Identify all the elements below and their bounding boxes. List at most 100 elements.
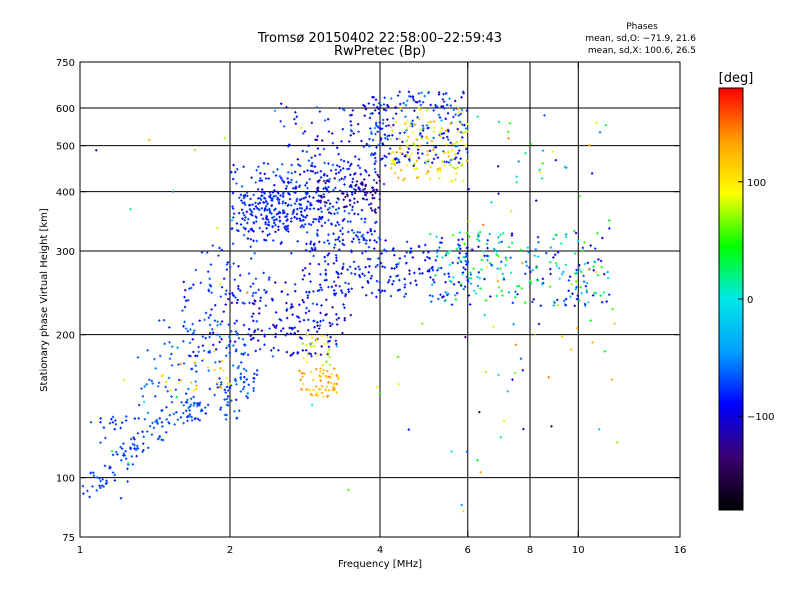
data-point [349, 128, 353, 132]
data-point [340, 192, 344, 195]
data-point [222, 310, 225, 313]
data-point [347, 288, 350, 291]
data-point [210, 291, 213, 294]
data-point [454, 152, 457, 156]
data-point [382, 182, 386, 186]
data-point [98, 477, 101, 480]
data-point [539, 304, 543, 307]
data-point [442, 100, 446, 103]
y-tick-label: 200 [56, 331, 75, 342]
data-point [373, 126, 377, 130]
data-point [369, 207, 373, 210]
data-point [328, 321, 331, 325]
data-point [99, 417, 102, 420]
data-point [201, 344, 205, 347]
data-point [231, 364, 235, 367]
data-point [552, 237, 555, 241]
data-point [371, 186, 374, 189]
data-point [232, 294, 236, 298]
data-point [208, 323, 212, 327]
data-point [253, 329, 257, 332]
data-point [122, 442, 125, 445]
data-point [162, 319, 166, 322]
data-point [334, 238, 337, 242]
data-point [243, 351, 247, 355]
data-point [401, 140, 404, 144]
data-point [251, 301, 254, 305]
data-point [499, 233, 502, 237]
data-point [378, 192, 382, 196]
data-point [299, 378, 302, 382]
data-point [278, 210, 281, 214]
data-point [458, 110, 461, 114]
data-point [225, 289, 228, 292]
data-point [337, 377, 340, 381]
data-point [334, 254, 338, 257]
data-point [454, 113, 457, 116]
data-point [322, 395, 325, 398]
data-point [187, 387, 190, 391]
data-point [250, 210, 254, 214]
data-point [161, 425, 164, 428]
data-point [560, 242, 563, 245]
data-point [497, 373, 500, 377]
data-point [463, 131, 467, 134]
data-point [351, 193, 354, 196]
data-point [173, 423, 176, 426]
data-point [526, 246, 529, 249]
data-point [250, 337, 253, 341]
data-point [338, 106, 341, 110]
data-point [476, 275, 479, 278]
data-point [187, 406, 190, 410]
data-point [360, 139, 363, 143]
data-point [95, 149, 98, 152]
data-point [358, 187, 361, 190]
data-point [371, 189, 375, 192]
data-point [307, 159, 311, 162]
data-point [392, 123, 395, 127]
data-point [319, 206, 323, 210]
data-point [394, 106, 398, 109]
data-point [327, 381, 330, 384]
data-point [457, 256, 461, 260]
data-point [323, 172, 326, 176]
data-point [237, 284, 240, 288]
data-point [89, 420, 93, 424]
data-point [377, 107, 380, 110]
data-point [309, 240, 313, 243]
data-point [209, 263, 213, 266]
data-point [412, 164, 415, 167]
data-point [459, 120, 462, 124]
data-point [451, 157, 454, 161]
data-point [150, 379, 153, 383]
data-point [580, 270, 583, 273]
data-point [452, 108, 456, 112]
data-point [374, 208, 377, 211]
data-point [595, 270, 598, 274]
data-point [465, 263, 468, 266]
data-point [512, 323, 515, 326]
data-point [423, 259, 427, 262]
data-point [218, 246, 221, 250]
data-point [375, 146, 378, 149]
data-point [218, 377, 221, 380]
data-point [408, 272, 411, 276]
data-point [391, 248, 395, 252]
data-point [379, 104, 383, 107]
data-point [249, 228, 252, 231]
data-point [424, 243, 427, 247]
data-point [280, 176, 283, 180]
data-point [353, 212, 356, 216]
data-point [369, 202, 373, 205]
data-point [409, 281, 412, 285]
data-point [361, 286, 364, 289]
data-point [484, 370, 487, 374]
data-point [258, 226, 261, 230]
data-point [589, 244, 592, 247]
data-point [384, 164, 387, 167]
data-point [234, 349, 238, 353]
data-point [202, 349, 206, 352]
data-point [403, 283, 407, 286]
data-point [171, 345, 174, 348]
